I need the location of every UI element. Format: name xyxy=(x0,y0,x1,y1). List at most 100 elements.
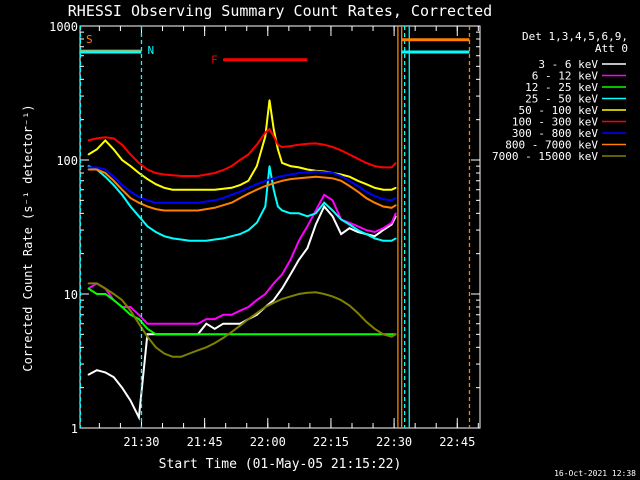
series-point xyxy=(298,239,300,242)
series-point xyxy=(357,225,359,228)
series-point xyxy=(197,201,199,204)
series-point xyxy=(180,188,182,191)
series-point xyxy=(306,171,309,174)
series-point xyxy=(213,238,216,241)
series-point xyxy=(155,183,157,185)
series-point xyxy=(281,287,283,290)
series-point xyxy=(323,194,326,196)
series-point xyxy=(171,322,174,325)
series-point xyxy=(197,322,199,325)
series-point xyxy=(197,188,199,191)
series-point xyxy=(104,172,107,174)
series-point xyxy=(188,352,191,355)
series-point xyxy=(255,299,258,301)
series-point xyxy=(239,322,241,325)
series-point xyxy=(272,188,275,191)
series-point xyxy=(315,291,317,294)
series-point xyxy=(188,188,191,191)
series-point xyxy=(382,333,385,336)
series-point xyxy=(255,222,258,224)
legend-entry-label: 300 - 800 keV xyxy=(512,127,598,140)
series-point xyxy=(365,321,368,323)
series-point xyxy=(121,306,123,308)
series-point xyxy=(348,227,351,229)
series-point xyxy=(340,175,342,177)
series-point xyxy=(180,209,182,212)
series-point xyxy=(264,135,267,138)
series-point xyxy=(395,333,397,336)
series-point xyxy=(382,239,385,242)
series-point xyxy=(129,190,132,193)
series-line-5 xyxy=(87,99,397,191)
series-point xyxy=(264,180,267,182)
axes-frame: 1 10 100 1000 21:30 21:45 22:00 22:15 22:30 22:45 xyxy=(49,20,481,449)
series-point xyxy=(373,165,376,167)
series-point xyxy=(357,312,359,314)
series-point xyxy=(247,318,250,320)
legend-entry-label: 800 - 7000 keV xyxy=(505,139,598,152)
series-point xyxy=(112,376,115,378)
series-point xyxy=(146,199,149,202)
series-point xyxy=(222,188,224,190)
series-point xyxy=(373,235,376,237)
series-point xyxy=(138,314,140,316)
series-point xyxy=(373,237,376,240)
series-point xyxy=(315,142,317,145)
y-axis-label: Corrected Count Rate (s⁻¹ detector⁻¹) xyxy=(21,104,35,371)
series-point xyxy=(306,215,309,218)
series-point xyxy=(163,209,165,212)
series-point xyxy=(357,185,359,187)
series-point xyxy=(390,207,393,209)
series-point xyxy=(289,173,292,176)
series-point xyxy=(87,166,90,169)
series-point xyxy=(180,356,182,358)
series-point xyxy=(298,143,300,146)
series-point xyxy=(340,233,342,235)
series-point xyxy=(155,333,157,336)
series-point xyxy=(264,131,267,134)
series-point xyxy=(272,135,275,138)
series-point xyxy=(331,295,334,298)
series-point xyxy=(395,187,397,189)
series-point xyxy=(382,229,385,231)
series-point xyxy=(247,333,250,336)
series-point xyxy=(281,209,283,212)
series-point xyxy=(298,172,300,174)
series-point xyxy=(129,205,132,208)
series-point xyxy=(331,333,334,336)
series-point xyxy=(146,225,149,228)
series-point xyxy=(390,335,393,338)
series-point xyxy=(188,239,191,242)
chart-title: RHESSI Observing Summary Count Rates, Co… xyxy=(68,2,492,20)
series-point xyxy=(382,198,385,200)
series-point xyxy=(96,137,98,140)
series-point xyxy=(163,333,165,336)
y-tick-label: 1 xyxy=(71,422,78,436)
series-point xyxy=(155,231,157,233)
series-point xyxy=(365,162,368,164)
series-point xyxy=(395,237,397,240)
series-point xyxy=(281,298,283,300)
series-point xyxy=(239,197,241,199)
series-point xyxy=(163,322,165,325)
series-point xyxy=(298,293,300,295)
series-point xyxy=(239,190,241,193)
series-point xyxy=(104,168,107,171)
series-point xyxy=(163,201,165,204)
series-point xyxy=(155,201,157,204)
series-point xyxy=(129,197,132,199)
legend-entry-label: 7000 - 15000 keV xyxy=(492,150,598,163)
series-point xyxy=(281,273,283,276)
series-point xyxy=(180,175,182,177)
series-point xyxy=(87,168,90,171)
series-point xyxy=(331,209,334,212)
series-point xyxy=(188,175,191,177)
series-point xyxy=(230,235,233,237)
series-line-8 xyxy=(88,168,397,212)
series-point xyxy=(213,188,216,191)
series-point xyxy=(138,416,140,419)
series-point xyxy=(315,212,317,215)
series-point xyxy=(272,333,275,336)
series-point xyxy=(365,233,368,235)
